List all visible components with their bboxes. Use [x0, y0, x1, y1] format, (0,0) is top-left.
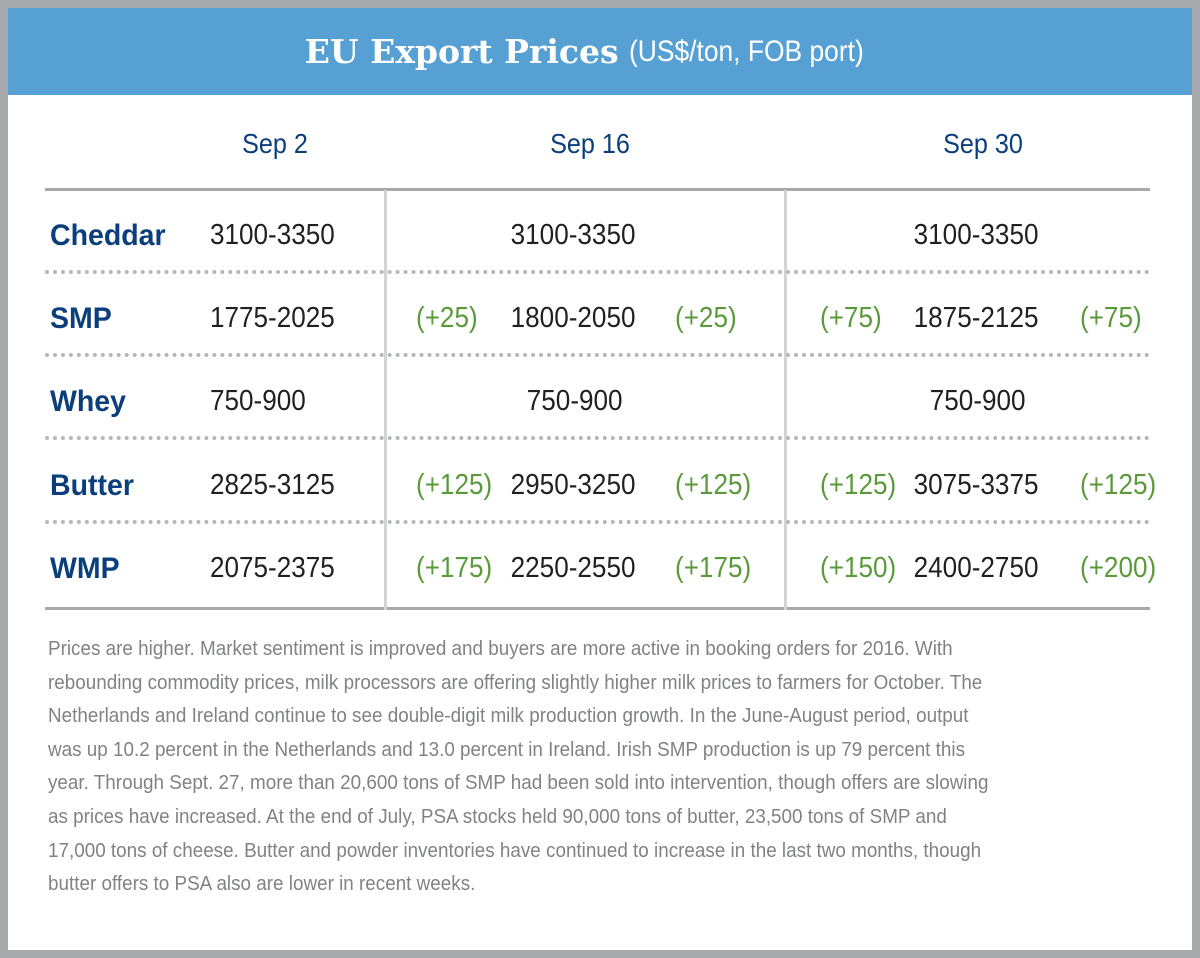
- price-sep2: 2075-2375: [210, 552, 335, 584]
- note-line: was up 10.2 percent in the Netherlands a…: [48, 737, 966, 761]
- change-low-sep16: (+25): [416, 302, 478, 334]
- note-line: butter offers to PSA also are lower in r…: [48, 872, 476, 896]
- price-sep2: 3100-3350: [210, 219, 335, 251]
- row-label: Whey: [50, 385, 127, 418]
- column-divider: [784, 190, 787, 610]
- note-line: Prices are higher. Market sentiment is i…: [48, 637, 953, 660]
- change-low-sep30: (+75): [820, 302, 882, 334]
- price-sep16: 750-900: [526, 385, 623, 417]
- row-label: WMP: [50, 552, 120, 585]
- price-sep30: 1875-2125: [913, 302, 1039, 334]
- change-high-sep30: (+125): [1080, 469, 1157, 501]
- change-low-sep30: (+125): [820, 469, 897, 501]
- column-header-sep30: Sep 30: [943, 128, 1023, 159]
- price-sep16: 2950-3250: [510, 469, 636, 501]
- column-header-sep16: Sep 16: [550, 128, 630, 159]
- note-line: year. Through Sept. 27, more than 20,600…: [48, 771, 989, 795]
- change-high-sep16: (+125): [675, 469, 752, 501]
- row-divider: [45, 270, 1150, 274]
- price-sep2: 2825-3125: [210, 469, 335, 501]
- row-label: SMP: [50, 302, 112, 335]
- row-label: Cheddar: [50, 219, 166, 252]
- note-line: 17,000 tons of cheese. Butter and powder…: [48, 838, 982, 862]
- change-high-sep16: (+25): [675, 302, 737, 334]
- price-sep16: 2250-2550: [510, 552, 636, 584]
- table-bottom-rule: [45, 607, 1150, 610]
- row-divider: [45, 353, 1150, 357]
- price-sep16: 1800-2050: [510, 302, 636, 334]
- price-sep30: 750-900: [929, 385, 1026, 417]
- note-line: rebounding commodity prices, milk proces…: [48, 670, 983, 694]
- row-divider: [45, 520, 1150, 524]
- change-high-sep16: (+175): [675, 552, 752, 584]
- price-sep30: 3100-3350: [913, 219, 1039, 251]
- column-header-sep2: Sep 2: [242, 128, 308, 159]
- title-bar: EU Export Prices (US$/ton, FOB port): [8, 8, 1192, 95]
- change-high-sep30: (+200): [1080, 552, 1157, 584]
- title: EU Export Prices: [304, 32, 619, 71]
- row-divider: [45, 436, 1150, 440]
- change-high-sep30: (+75): [1080, 302, 1142, 334]
- title-units: (US$/ton, FOB port): [628, 34, 864, 68]
- price-sep16: 3100-3350: [510, 219, 636, 251]
- change-low-sep16: (+125): [416, 469, 493, 501]
- price-sep2: 1775-2025: [210, 302, 335, 334]
- price-sep30: 3075-3375: [913, 469, 1039, 501]
- change-low-sep30: (+150): [820, 552, 897, 584]
- table-top-rule: [45, 188, 1150, 191]
- price-sep30: 2400-2750: [913, 552, 1039, 584]
- row-label: Butter: [50, 469, 134, 502]
- note-line: Netherlands and Ireland continue to see …: [48, 704, 969, 728]
- column-divider: [384, 190, 387, 610]
- market-note: Prices are higher. Market sentiment is i…: [48, 632, 1070, 901]
- price-sep2: 750-900: [210, 385, 306, 417]
- note-line: as prices have increased. At the end of …: [48, 804, 947, 828]
- change-low-sep16: (+175): [416, 552, 493, 584]
